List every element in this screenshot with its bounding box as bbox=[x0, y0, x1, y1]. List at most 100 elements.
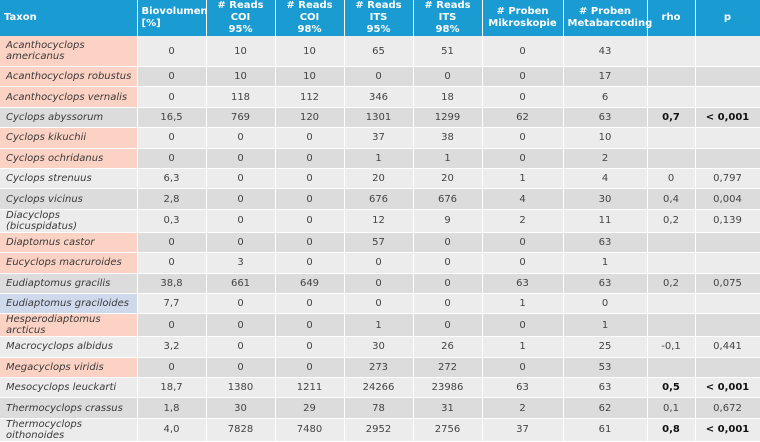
meta-cell: 63 bbox=[563, 232, 648, 254]
its98-cell: 0 bbox=[413, 232, 483, 254]
meta-cell: 6 bbox=[563, 86, 648, 108]
mikro-cell: 2 bbox=[482, 397, 564, 419]
meta-cell: 62 bbox=[563, 397, 648, 419]
table-row: Acanthocyclops robustus 0 10 10 0 0 0 17 bbox=[0, 66, 760, 88]
its95-cell: 30 bbox=[344, 336, 414, 358]
its98-cell: 31 bbox=[413, 397, 483, 419]
coi95-cell: 0 bbox=[206, 148, 276, 169]
col-header-proben-metabarcoding[interactable]: # Proben Metabarcoding bbox=[563, 0, 652, 36]
mikro-cell: 1 bbox=[482, 293, 564, 315]
col-header-p[interactable]: p bbox=[695, 0, 760, 36]
header-text: # Proben bbox=[496, 6, 549, 17]
table-row: Thermocyclops oithonoides 4,0 7828 7480 2952… bbox=[0, 418, 760, 442]
table-body: Acanthocyclops americanus 0 10 10 65 51 0 43 Aca… bbox=[0, 36, 760, 442]
header-text: p bbox=[723, 12, 732, 23]
table-row: Eudiaptomus gracilis 38,8 661 649 0 0 63 63 0,2 0… bbox=[0, 273, 760, 294]
col-header-reads-coi-98[interactable]: # Reads COI 98% bbox=[275, 0, 345, 36]
bio-cell: 0 bbox=[137, 127, 207, 149]
mikro-cell: 0 bbox=[482, 127, 564, 149]
coi98-cell: 112 bbox=[275, 86, 345, 108]
meta-cell: 63 bbox=[563, 107, 648, 129]
coi98-cell: 0 bbox=[275, 232, 345, 254]
rho-cell bbox=[647, 252, 696, 274]
taxon-cell: Hesperodiaptomus arcticus bbox=[0, 313, 138, 338]
table-row: Cyclops strenuus 6,3 0 0 20 20 1 4 0 0,797 bbox=[0, 168, 760, 190]
p-cell: 0,075 bbox=[695, 273, 760, 294]
col-header-reads-coi-95[interactable]: # Reads COI 95% bbox=[206, 0, 276, 36]
header-text: 98% bbox=[297, 24, 322, 35]
table-row: Eudiaptomus graciloides 7,7 0 0 0 0 1 0 bbox=[0, 293, 760, 315]
rho-cell: 0,4 bbox=[647, 188, 696, 210]
taxon-cell: Cyclops vicinus bbox=[0, 188, 138, 210]
meta-cell: 25 bbox=[563, 336, 648, 358]
p-cell: < 0,001 bbox=[695, 107, 760, 129]
its95-cell: 24266 bbox=[344, 377, 414, 399]
col-header-rho[interactable]: rho bbox=[647, 0, 696, 36]
rho-cell bbox=[647, 148, 696, 169]
taxon-cell: Thermocyclops oithonoides bbox=[0, 418, 138, 442]
bio-cell: 0 bbox=[137, 313, 207, 338]
taxon-cell: Diaptomus castor bbox=[0, 232, 138, 254]
table-row: Macrocyclops albidus 3,2 0 0 30 26 1 25 -0,1 0,44… bbox=[0, 336, 760, 358]
header-text: # Reads COI bbox=[286, 0, 333, 23]
header-text: 95% bbox=[228, 24, 253, 35]
meta-cell: 17 bbox=[563, 66, 648, 88]
its95-cell: 273 bbox=[344, 357, 414, 379]
p-cell bbox=[695, 66, 760, 88]
mikro-cell: 1 bbox=[482, 336, 564, 358]
p-cell: < 0,001 bbox=[695, 418, 760, 442]
header-text: # Proben bbox=[578, 6, 632, 17]
table-row: Cyclops abyssorum 16,5 769 120 1301 1299 62 63 0… bbox=[0, 107, 760, 129]
its95-cell: 1 bbox=[344, 148, 414, 169]
coi95-cell: 0 bbox=[206, 188, 276, 210]
rho-cell: 0,5 bbox=[647, 377, 696, 399]
coi95-cell: 0 bbox=[206, 168, 276, 190]
coi95-cell: 0 bbox=[206, 209, 276, 233]
coi95-cell: 30 bbox=[206, 397, 276, 419]
coi98-cell: 1211 bbox=[275, 377, 345, 399]
bio-cell: 18,7 bbox=[137, 377, 207, 399]
coi95-cell: 0 bbox=[206, 336, 276, 358]
mikro-cell: 63 bbox=[482, 273, 564, 294]
its98-cell: 0 bbox=[413, 313, 483, 338]
meta-cell: 2 bbox=[563, 148, 648, 169]
rho-cell bbox=[647, 86, 696, 108]
coi95-cell: 0 bbox=[206, 313, 276, 338]
table-row: Mesocyclops leuckarti 18,7 1380 1211 24266 23… bbox=[0, 377, 760, 399]
coi98-cell: 0 bbox=[275, 252, 345, 274]
col-header-taxon[interactable]: Taxon bbox=[0, 0, 138, 36]
p-cell: 0,139 bbox=[695, 209, 760, 233]
coi98-cell: 649 bbox=[275, 273, 345, 294]
meta-cell: 1 bbox=[563, 252, 648, 274]
taxon-cell: Acanthocyclops americanus bbox=[0, 36, 138, 67]
bio-cell: 0 bbox=[137, 148, 207, 169]
rho-cell bbox=[647, 232, 696, 254]
col-header-proben-mikroskopie[interactable]: # Proben Mikroskopie bbox=[482, 0, 564, 36]
coi98-cell: 0 bbox=[275, 293, 345, 315]
bio-cell: 0 bbox=[137, 36, 207, 67]
its98-cell: 18 bbox=[413, 86, 483, 108]
table-row: Cyclops ochridanus 0 0 0 1 1 0 2 bbox=[0, 148, 760, 169]
its95-cell: 57 bbox=[344, 232, 414, 254]
col-header-biovolumen[interactable]: Biovolumen [%] bbox=[137, 0, 208, 36]
table-row: Diaptomus castor 0 0 0 57 0 0 63 bbox=[0, 232, 760, 254]
table-row: Acanthocyclops americanus 0 10 10 65 51 0 43 bbox=[0, 36, 760, 67]
col-header-reads-its-98[interactable]: # Reads ITS 98% bbox=[413, 0, 483, 36]
col-header-reads-its-95[interactable]: # Reads ITS 95% bbox=[344, 0, 414, 36]
p-cell bbox=[695, 293, 760, 315]
taxon-cell: Macrocyclops albidus bbox=[0, 336, 138, 358]
coi95-cell: 118 bbox=[206, 86, 276, 108]
coi95-cell: 7828 bbox=[206, 418, 276, 442]
coi98-cell: 0 bbox=[275, 127, 345, 149]
p-cell: 0,004 bbox=[695, 188, 760, 210]
rho-cell bbox=[647, 127, 696, 149]
coi98-cell: 10 bbox=[275, 66, 345, 88]
its98-cell: 1 bbox=[413, 148, 483, 169]
rho-cell: 0,1 bbox=[647, 397, 696, 419]
table-row: Cyclops vicinus 2,8 0 0 676 676 4 30 0,4 0,004 bbox=[0, 188, 760, 210]
taxon-cell: Eucyclops macruroides bbox=[0, 252, 138, 274]
its95-cell: 20 bbox=[344, 168, 414, 190]
its98-cell: 0 bbox=[413, 293, 483, 315]
meta-cell: 11 bbox=[563, 209, 648, 233]
